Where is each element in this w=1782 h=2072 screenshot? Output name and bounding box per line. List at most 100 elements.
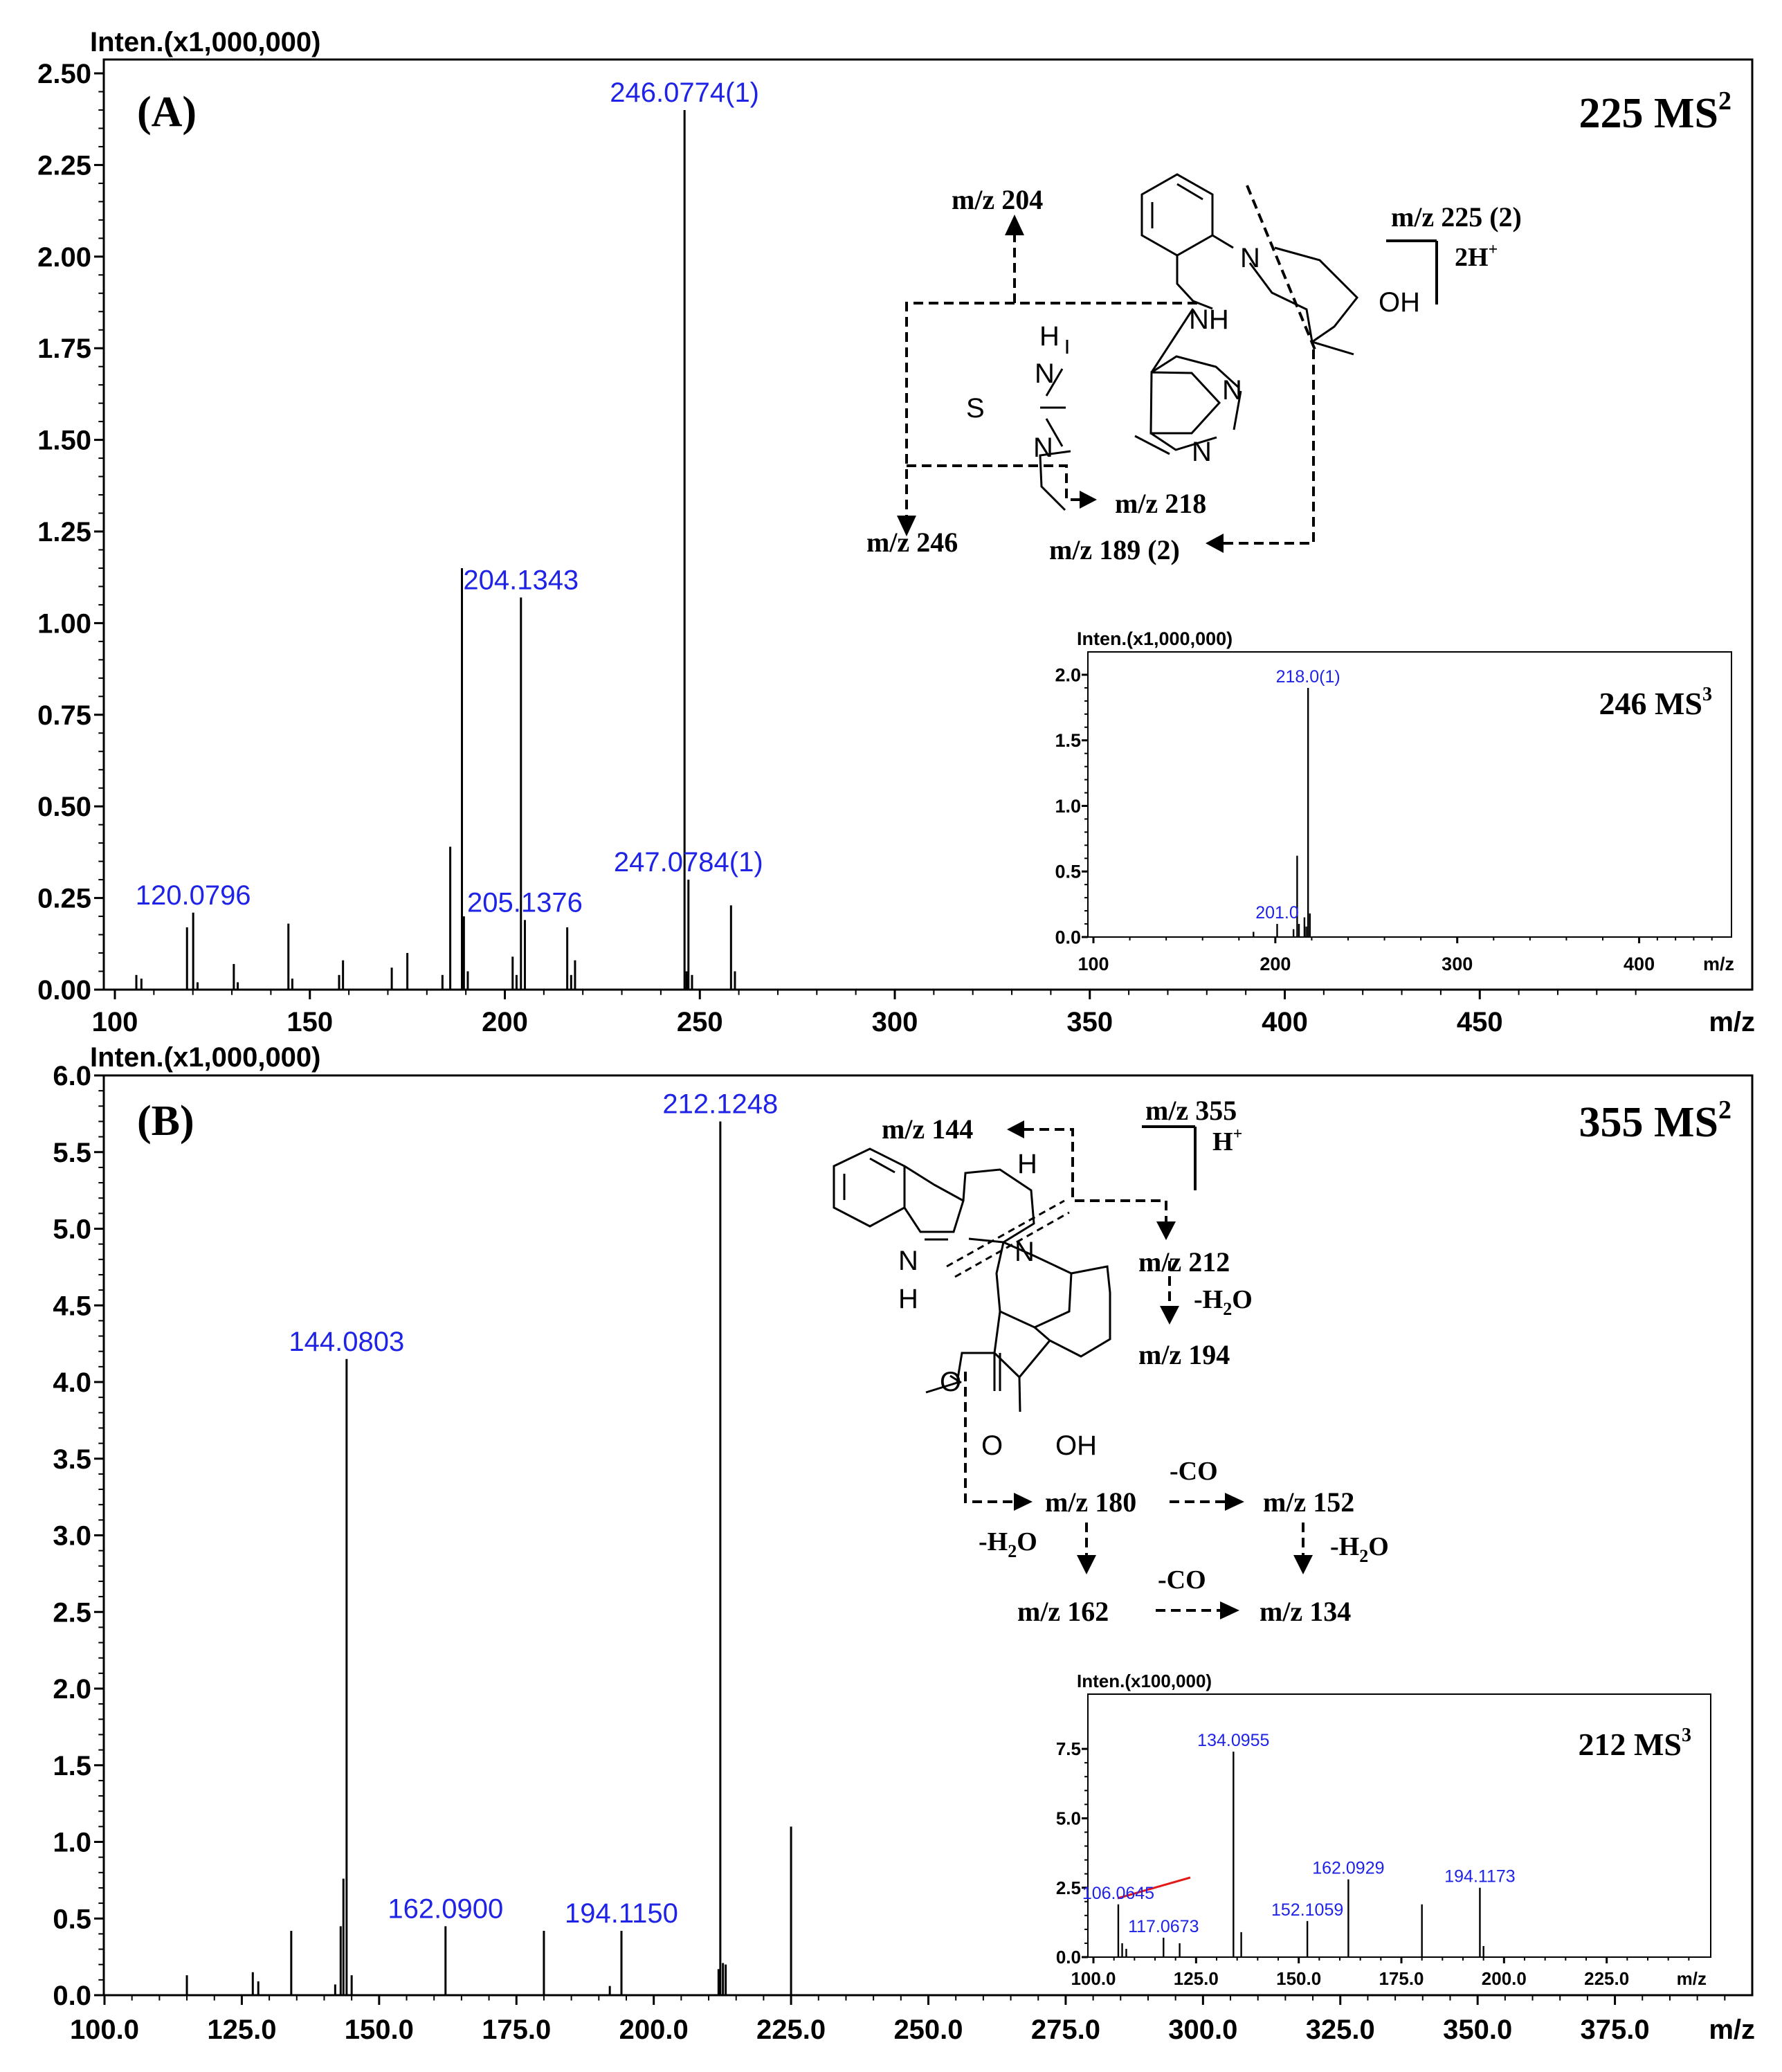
fragment-label: m/z 194: [1138, 1339, 1230, 1370]
peak-label: 204.1343: [463, 565, 579, 595]
y-tick-label: 2.50: [37, 59, 91, 89]
svg-text:NH: NH: [1189, 305, 1229, 335]
peak-label: 152.1059: [1271, 1900, 1343, 1920]
peak-label: 218.0(1): [1276, 667, 1340, 687]
inset-x-axis-label: m/z: [1677, 1968, 1707, 1989]
svg-text:N: N: [1222, 375, 1242, 406]
svg-text:H: H: [898, 1284, 918, 1314]
arrowheads-a: [897, 215, 1224, 553]
loss-label: -CO: [1170, 1457, 1218, 1486]
charge-label-a: 2H+: [1455, 241, 1498, 272]
x-tick-label: 150.0: [1276, 1968, 1321, 1989]
x-tick-label: 225.0: [756, 2015, 826, 2045]
x-tick-label: 225.0: [1584, 1968, 1629, 1989]
inset-y-axis-label: Inten.(x100,000): [1077, 1671, 1212, 1691]
inset-title: 246 MS3: [1599, 684, 1713, 721]
x-tick-label: 100: [1078, 954, 1109, 974]
x-tick-label: 250: [677, 1007, 723, 1037]
peak-label: 246.0774(1): [610, 78, 759, 108]
fragment-label: m/z 246: [866, 527, 958, 558]
y-tick-label: 6.0: [53, 1061, 91, 1091]
y-tick-label: 5.5: [53, 1138, 91, 1168]
svg-text:N: N: [898, 1246, 918, 1276]
svg-text:O: O: [940, 1367, 961, 1397]
y-tick-label: 1.75: [37, 334, 91, 364]
inset-b: Inten.(x100,000) m/z 212 MS3 0.0 2.5 5.0 7.…: [1056, 1671, 1711, 1989]
fragment-label: m/z 152: [1263, 1487, 1354, 1518]
panel-label: (B): [137, 1098, 194, 1145]
inset-title: 212 MS3: [1579, 1725, 1692, 1762]
peak-label: 144.0803: [289, 1327, 404, 1357]
x-tick-label: 300.0: [1168, 2015, 1237, 2045]
panel-title: 355 MS2: [1579, 1096, 1732, 1146]
x-tick-label: 400: [1624, 954, 1655, 974]
svg-text:S: S: [966, 393, 985, 424]
loss-label: -CO: [1158, 1565, 1206, 1594]
panel-a: Inten.(x1,000,000) m/z (A) 225 MS2 0.000…: [37, 27, 1755, 1037]
x-tick-label: 200: [1260, 954, 1291, 974]
y-tick-label: 2.0: [1055, 664, 1081, 685]
structure-a: [1039, 173, 1359, 511]
x-tick-label: 375.0: [1581, 2015, 1650, 2045]
x-axis-label: m/z: [1709, 1007, 1755, 1037]
svg-text:OH: OH: [1055, 1430, 1097, 1461]
y-tick-label: 0.0: [1056, 1947, 1081, 1968]
charge-label-b: H+: [1212, 1125, 1242, 1156]
x-tick-label: 100.0: [1071, 1968, 1116, 1989]
fragment-label: m/z 180: [1045, 1487, 1136, 1518]
y-tick-label: 2.5: [1056, 1878, 1081, 1898]
x-tick-label: 100.0: [70, 2015, 139, 2045]
x-tick-label: 175.0: [1379, 1968, 1424, 1989]
y-tick-label: 1.0: [1055, 796, 1081, 817]
peak-label: 117.0673: [1128, 1917, 1199, 1936]
y-tick-label: 4.0: [53, 1367, 91, 1398]
y-tick-label: 0.5: [1055, 862, 1081, 882]
fragment-label: m/z 144: [882, 1114, 973, 1145]
y-axis-label: Inten.(x1,000,000): [90, 1042, 321, 1073]
label-leader-line: [1117, 1876, 1191, 1900]
y-tick-label: 3.0: [53, 1521, 91, 1552]
inset-a: Inten.(x1,000,000) m/z 246 MS3 0.0 0.5 1.0…: [1055, 628, 1734, 974]
arrowheads-b: [1007, 1120, 1313, 1619]
x-tick-label: 175.0: [482, 2015, 551, 2045]
precursor-bracket-a: [1386, 239, 1438, 305]
axes-b: 0.0 0.5 1.0 1.5 2.0 2.5 3.0 3.5 4.0 4.5 5.0 5.5 6.0 1…: [53, 1061, 1726, 2045]
x-tick-label: 125.0: [1174, 1968, 1219, 1989]
y-axis-label: Inten.(x1,000,000): [90, 27, 321, 57]
peak-label: 120.0796: [136, 880, 251, 911]
svg-text:H: H: [1017, 1149, 1037, 1179]
loss-label: -H2O: [1194, 1285, 1253, 1319]
x-tick-label: 300: [1442, 954, 1473, 974]
scheme-a: N NH OH H N S N N N: [866, 173, 1522, 565]
y-tick-label: 0.25: [37, 884, 91, 914]
peaks-b: 144.0803 162.0900 194.1150 212.1248: [104, 1089, 1752, 1996]
y-tick-label: 1.50: [37, 426, 91, 456]
x-tick-label: 100: [92, 1007, 138, 1037]
precursor-label-a: m/z 225 (2): [1391, 201, 1522, 233]
y-tick-label: 5.0: [1056, 1808, 1081, 1829]
x-tick-label: 400: [1262, 1007, 1308, 1037]
fragment-label: m/z 212: [1138, 1246, 1230, 1278]
y-tick-label: 1.5: [1055, 730, 1081, 751]
y-tick-label: 3.5: [53, 1444, 91, 1475]
y-tick-label: 5.0: [53, 1215, 91, 1245]
y-tick-label: 0.50: [37, 792, 91, 822]
x-tick-label: 300: [872, 1007, 918, 1037]
y-tick-label: 1.25: [37, 517, 91, 547]
x-tick-label: 200: [482, 1007, 528, 1037]
peaks-a: 120.0796 204.1343 205.1376 246.0774(1) 247.0…: [104, 78, 1675, 990]
panel-label: (A): [137, 89, 197, 136]
peak-label: 134.0955: [1197, 1731, 1269, 1750]
svg-text:H: H: [1039, 321, 1060, 352]
peak-label: 201.0: [1255, 903, 1299, 923]
fragmentation-paths-a: [905, 185, 1316, 545]
peak-label: 212.1248: [662, 1089, 778, 1119]
svg-text:O: O: [981, 1430, 1003, 1461]
x-tick-label: 200.0: [619, 2015, 689, 2045]
y-tick-label: 1.0: [53, 1828, 91, 1858]
y-tick-label: 0.00: [37, 975, 91, 1006]
x-tick-label: 325.0: [1306, 2015, 1375, 2045]
peak-label: 106.0645: [1082, 1884, 1154, 1903]
x-tick-label: 150: [287, 1007, 333, 1037]
